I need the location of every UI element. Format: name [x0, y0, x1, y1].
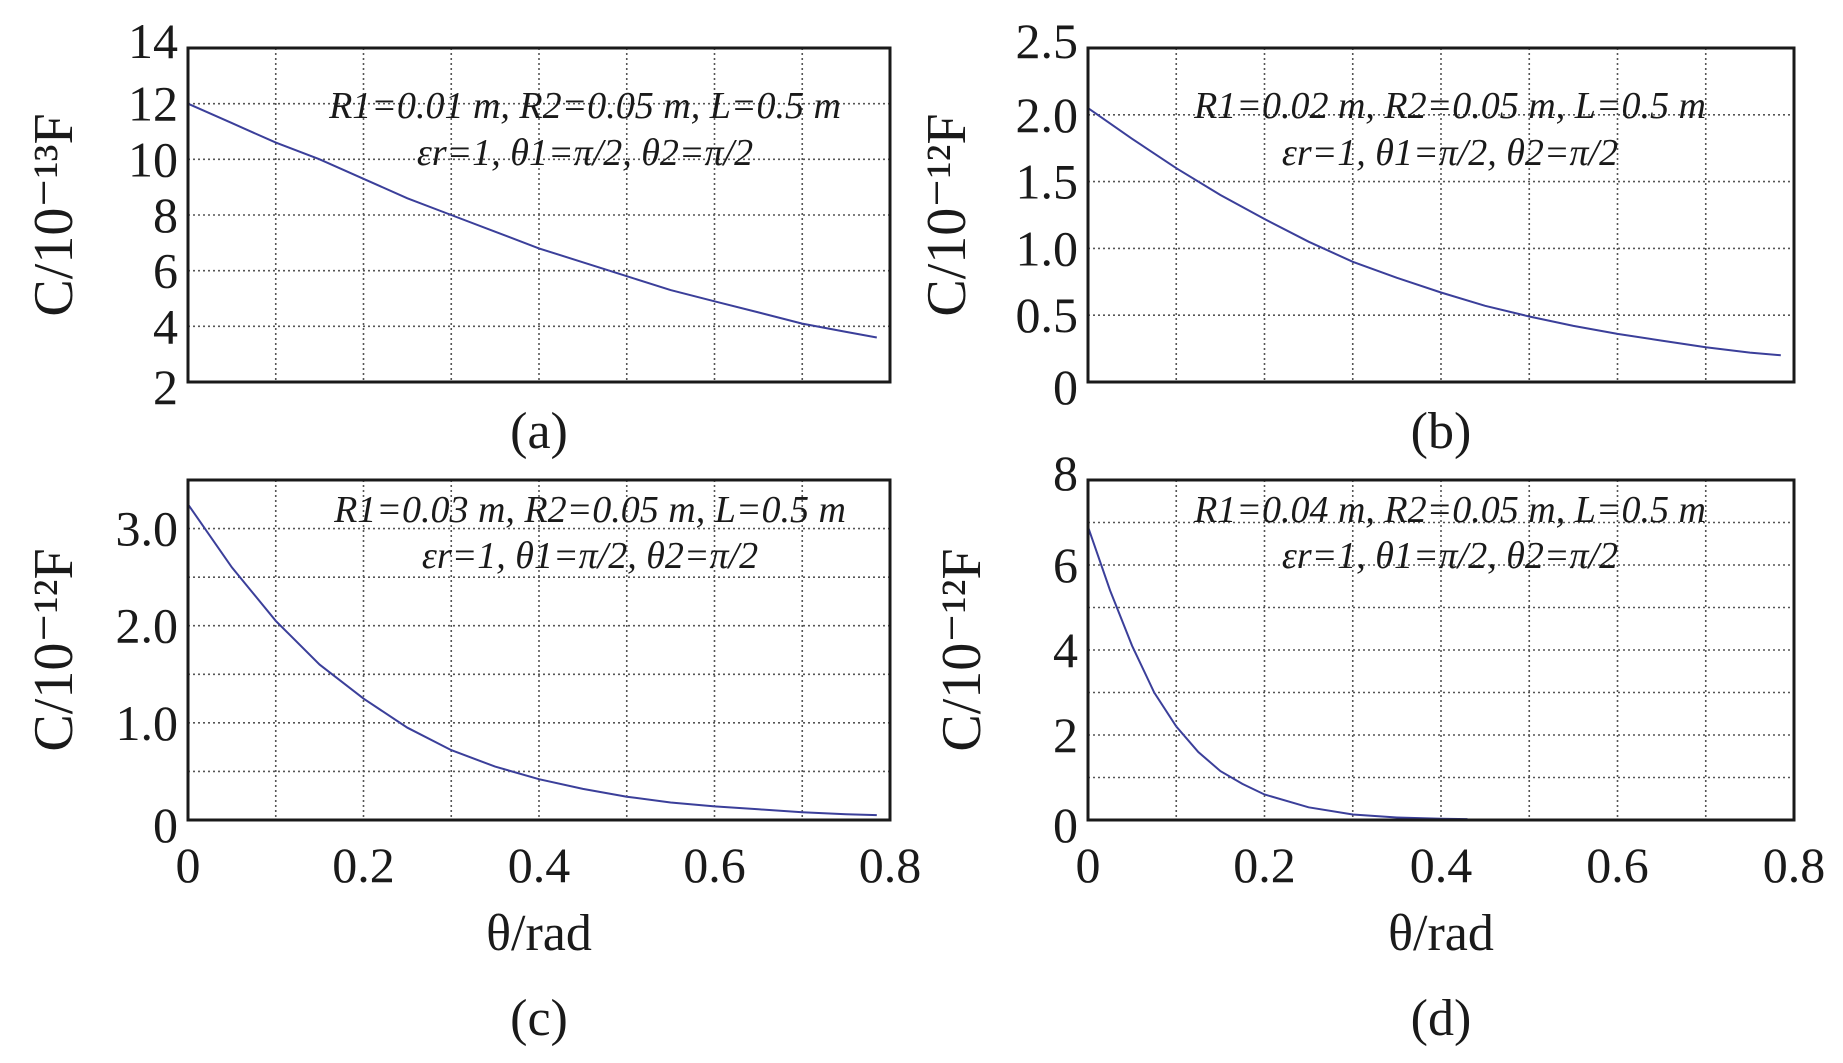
y-tick-label: 4 [153, 298, 178, 354]
annotation-line-1: R1=0.01 m, R2=0.05 m, L=0.5 m [328, 85, 841, 127]
y-tick-label: 8 [1053, 445, 1078, 501]
y-tick-label: 2 [1053, 707, 1078, 763]
y-tick-label: 0 [1053, 797, 1078, 853]
y-tick-label: 4 [1053, 622, 1078, 678]
panel-label: (c) [510, 990, 568, 1047]
y-tick-label: 6 [1053, 537, 1078, 593]
x-tick-label: 0.6 [1586, 837, 1649, 893]
annotation-line-1: R1=0.04 m, R2=0.05 m, L=0.5 m [1193, 489, 1706, 531]
x-tick-label: 0.8 [1763, 837, 1826, 893]
y-tick-label: 2.0 [116, 598, 179, 654]
series-line-C [187, 503, 877, 817]
y-tick-label: 6 [153, 243, 178, 299]
series-line-C [1087, 107, 1781, 357]
annotation-line-1: R1=0.03 m, R2=0.05 m, L=0.5 m [333, 489, 846, 531]
x-tick-label: 0 [176, 837, 201, 893]
annotation-line-2: εr=1, θ1=π/2, θ2=π/2 [422, 535, 758, 577]
x-tick-label: 0.4 [508, 837, 571, 893]
x-tick-label: 0.6 [683, 837, 746, 893]
plot-frame [186, 46, 892, 384]
y-axis-label: C/10⁻¹³F [23, 113, 85, 316]
y-tick-label: 0.5 [1016, 287, 1079, 343]
y-axis-label: C/10⁻¹²F [931, 548, 993, 751]
y-tick-label: 1.0 [116, 695, 179, 751]
series-line-C [1087, 526, 1468, 821]
x-axis-label: θ/rad [1388, 905, 1494, 962]
x-tick-label: 0.2 [332, 837, 395, 893]
y-tick-label: 3.0 [116, 501, 179, 557]
panel-c: 0 1.0 2.0 3.0 0 0.2 0.4 0.6 0.8 C/10⁻¹²F θ/rad R1=0… [23, 478, 922, 1047]
y-tick-label: 2 [153, 359, 178, 415]
plot-frame [1086, 46, 1796, 384]
y-axis-label: C/10⁻¹²F [23, 548, 85, 751]
y-tick-label: 2.0 [1016, 87, 1079, 143]
x-axis-label: θ/rad [486, 905, 592, 962]
y-tick-label: 2.5 [1016, 13, 1079, 69]
plot-frame [186, 478, 892, 822]
annotation-line-2: εr=1, θ1=π/2, θ2=π/2 [1282, 132, 1618, 174]
y-tick-label: 14 [128, 13, 178, 69]
x-tick-label: 0.2 [1233, 837, 1296, 893]
y-tick-label: 8 [153, 187, 178, 243]
series-line-C [187, 102, 877, 339]
panel-b: 0 0.5 1.0 1.5 2.0 2.5 C/10⁻¹²F R1=0.02 m, R2=0.… [916, 13, 1796, 460]
x-tick-label: 0.4 [1410, 837, 1473, 893]
y-tick-label: 0 [1053, 359, 1078, 415]
y-tick-label: 10 [128, 131, 178, 187]
annotation-line-2: εr=1, θ1=π/2, θ2=π/2 [1282, 535, 1618, 577]
annotation-line-2: εr=1, θ1=π/2, θ2=π/2 [417, 132, 753, 174]
annotation-line-1: R1=0.02 m, R2=0.05 m, L=0.5 m [1193, 85, 1706, 127]
y-tick-label: 12 [128, 76, 178, 132]
y-tick-label: 1.0 [1016, 220, 1079, 276]
panel-label: (a) [510, 403, 568, 460]
plot-frame [1086, 478, 1796, 822]
panel-label: (b) [1411, 403, 1472, 460]
y-axis-label: C/10⁻¹²F [916, 113, 978, 316]
y-tick-label: 0 [153, 797, 178, 853]
panel-d: 0 2 4 6 8 0 0.2 0.4 0.6 0.8 C/10⁻¹²F θ/rad R1=0.04 m… [931, 445, 1825, 1047]
panel-label: (d) [1411, 990, 1472, 1047]
x-tick-label: 0 [1076, 837, 1101, 893]
y-tick-label: 1.5 [1016, 154, 1079, 210]
x-tick-label: 0.8 [859, 837, 922, 893]
